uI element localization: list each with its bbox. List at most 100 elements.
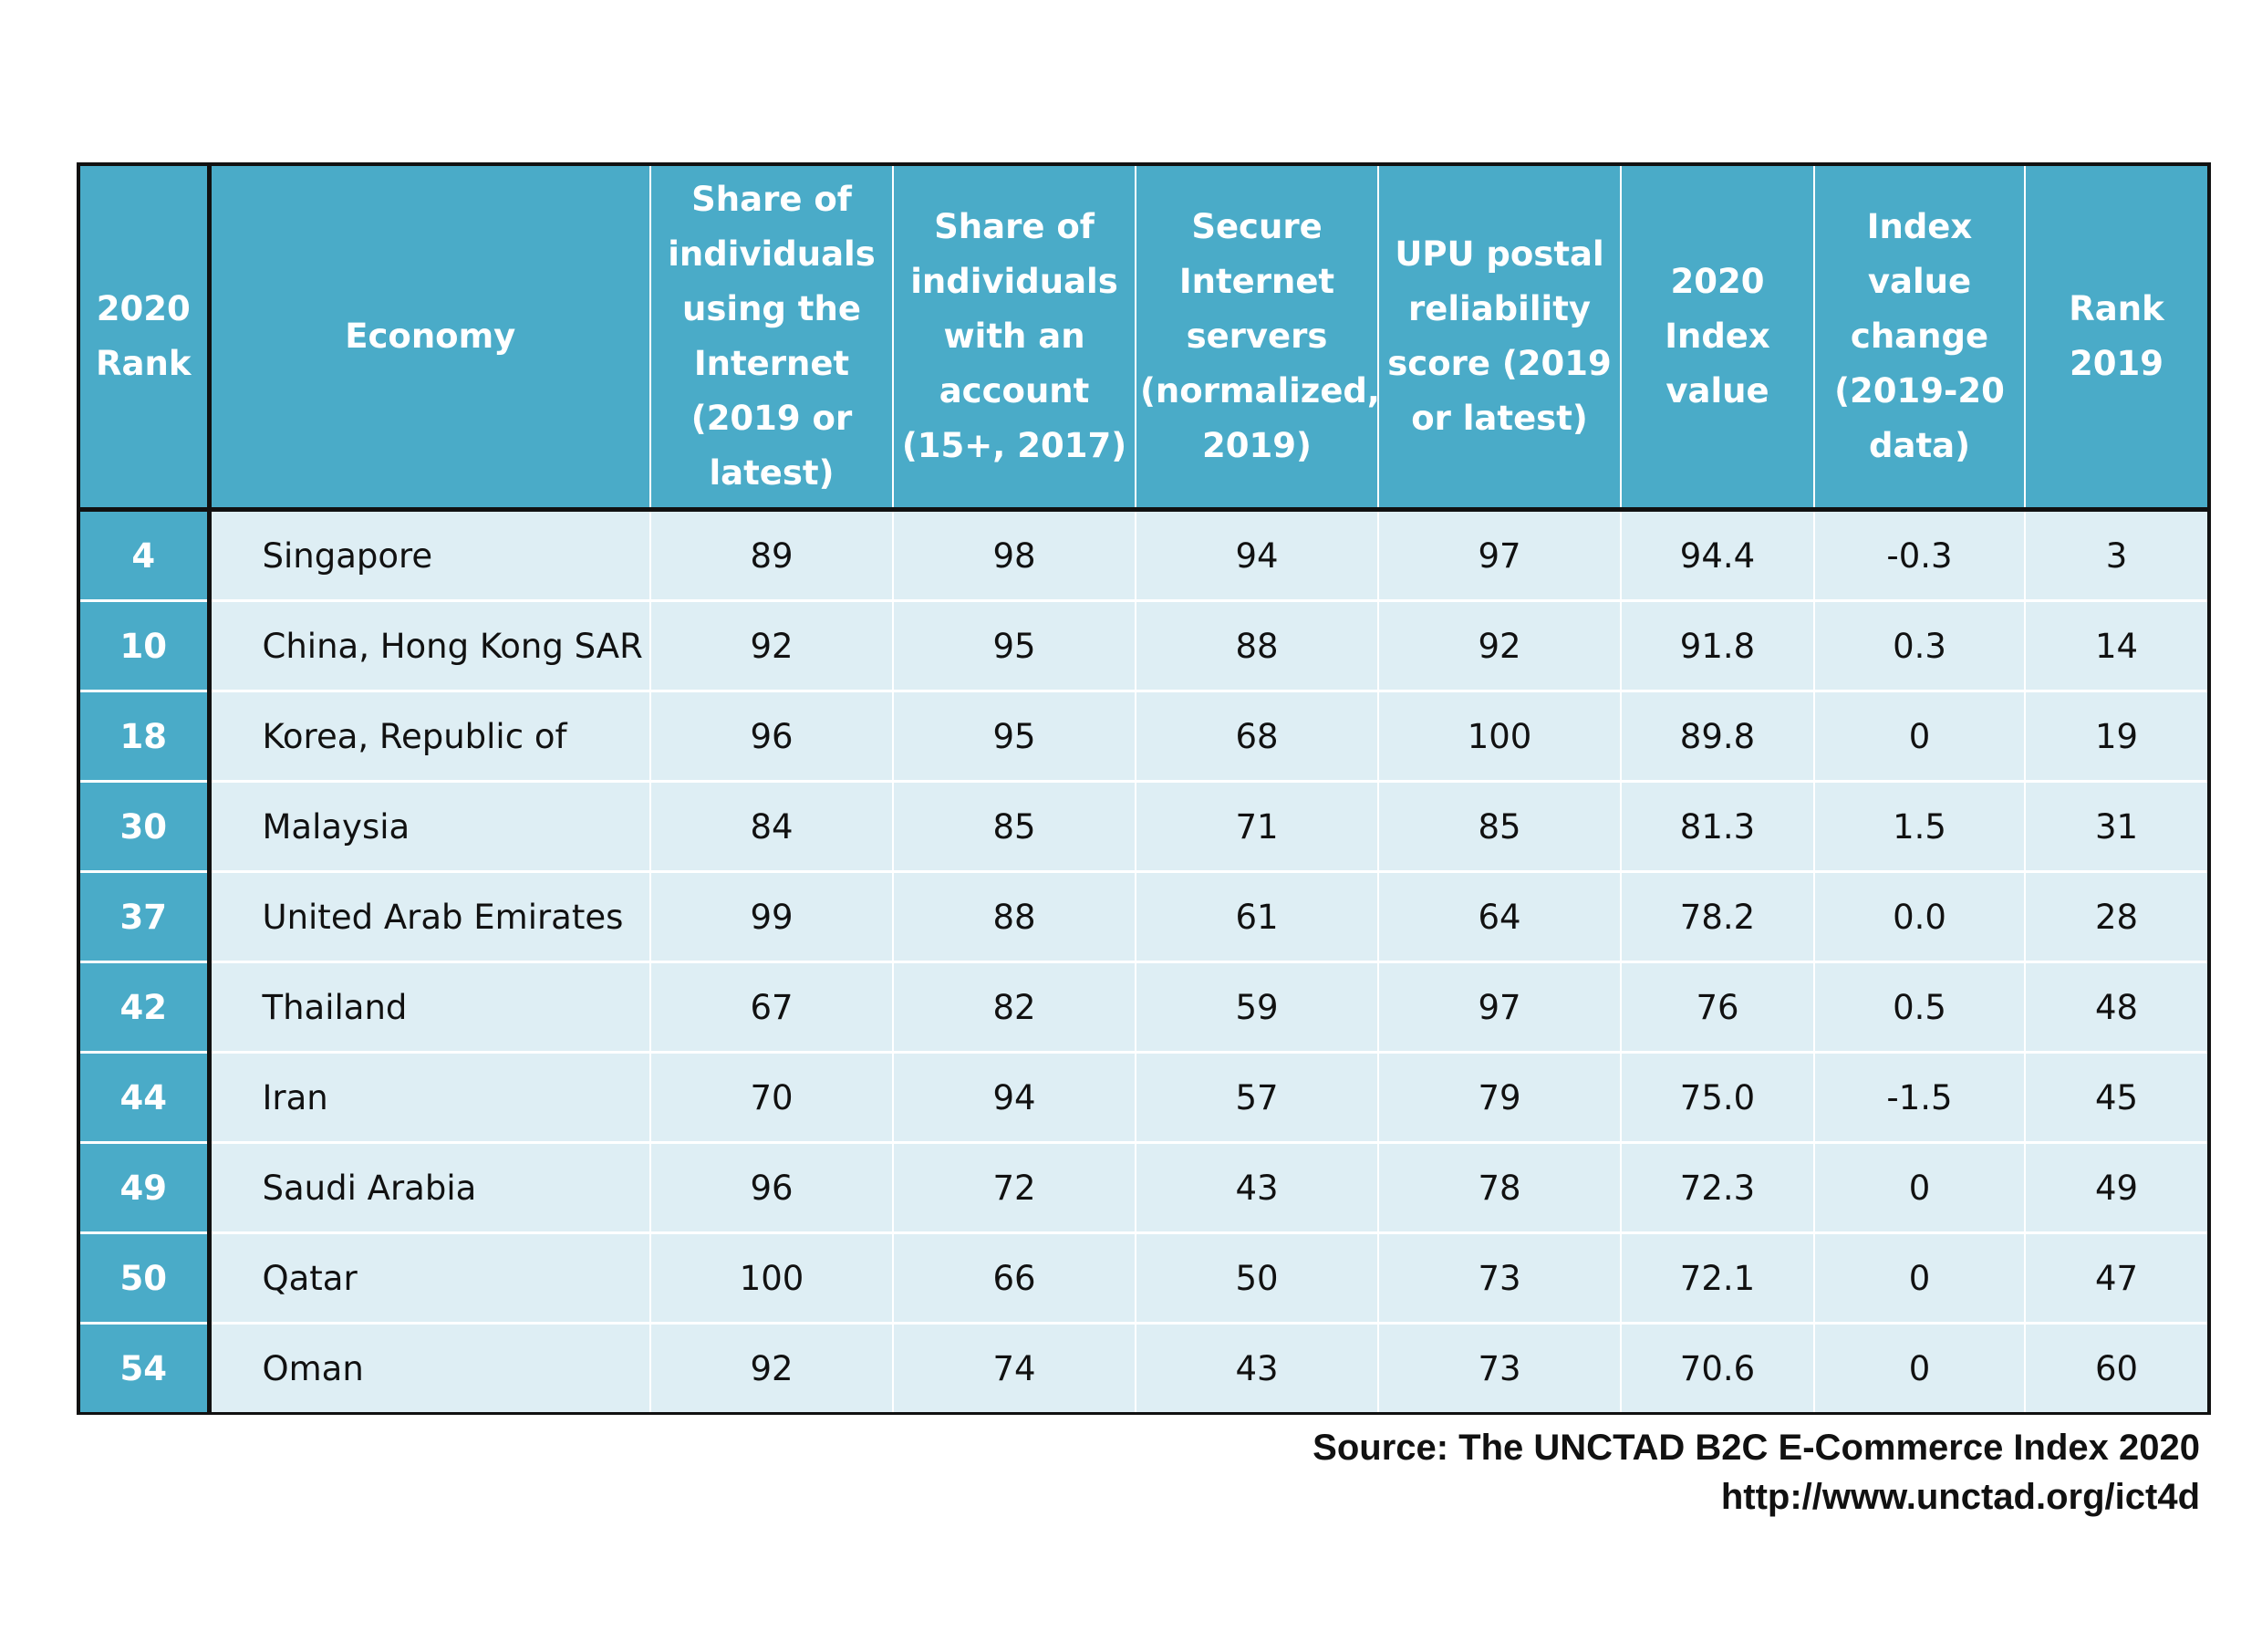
upu-postal-cell: 92 — [1378, 600, 1622, 692]
rank-2020-cell: 54 — [80, 1323, 212, 1412]
index-value-cell: 89.8 — [1621, 691, 1815, 783]
header-economy: Economy — [209, 166, 651, 510]
internet-share-cell: 70 — [650, 1052, 894, 1144]
secure-servers-cell: 50 — [1136, 1232, 1379, 1325]
rank-2019-cell: 19 — [2025, 691, 2207, 783]
economy-cell: Singapore — [209, 509, 651, 602]
economy-cell: United Arab Emirates — [209, 871, 651, 963]
internet-share-cell: 89 — [650, 509, 894, 602]
secure-servers-cell: 61 — [1136, 871, 1379, 963]
rank-2019-cell: 60 — [2025, 1323, 2207, 1412]
internet-share-cell: 100 — [650, 1232, 894, 1325]
account-share-cell: 98 — [893, 509, 1136, 602]
rank-2019-cell: 49 — [2025, 1142, 2207, 1234]
economy-cell: Korea, Republic of — [209, 691, 651, 783]
rank-2020-cell: 37 — [80, 871, 212, 963]
index-value-cell: 78.2 — [1621, 871, 1815, 963]
index-value-cell: 70.6 — [1621, 1323, 1815, 1412]
economy-cell: China, Hong Kong SAR — [209, 600, 651, 692]
upu-postal-cell: 73 — [1378, 1232, 1622, 1325]
index-table: 2020 Rank Economy Share of individuals usi… — [80, 166, 2207, 1412]
index-value-cell: 81.3 — [1621, 781, 1815, 873]
header-upu-postal: UPU postal reliability score (2019 or la… — [1378, 166, 1622, 510]
index-change-cell: 0.0 — [1814, 871, 2026, 963]
rank-2019-cell: 28 — [2025, 871, 2207, 963]
header-account-share: Share of individuals with an account (15… — [893, 166, 1136, 510]
account-share-cell: 95 — [893, 600, 1136, 692]
account-share-cell: 74 — [893, 1323, 1136, 1412]
upu-postal-cell: 73 — [1378, 1323, 1622, 1412]
account-share-cell: 85 — [893, 781, 1136, 873]
rank-2019-cell: 3 — [2025, 509, 2207, 602]
rank-2020-cell: 50 — [80, 1232, 212, 1325]
rank-2019-cell: 31 — [2025, 781, 2207, 873]
rank-2020-cell: 30 — [80, 781, 212, 873]
index-change-cell: 0.5 — [1814, 961, 2026, 1054]
index-change-cell: 0 — [1814, 691, 2026, 783]
rank-2020-cell: 44 — [80, 1052, 212, 1144]
index-change-cell: 1.5 — [1814, 781, 2026, 873]
header-secure-servers: Secure Internet servers (normalized, 201… — [1136, 166, 1380, 510]
secure-servers-cell: 43 — [1136, 1142, 1379, 1234]
internet-share-cell: 67 — [650, 961, 894, 1054]
upu-postal-cell: 64 — [1378, 871, 1622, 963]
economy-cell: Saudi Arabia — [209, 1142, 651, 1234]
secure-servers-cell: 43 — [1136, 1323, 1379, 1412]
economy-cell: Thailand — [209, 961, 651, 1054]
secure-servers-cell: 94 — [1136, 509, 1379, 602]
index-change-cell: -0.3 — [1814, 509, 2026, 602]
table-row: 50 Qatar 100 66 50 73 72.1 0 47 — [80, 1232, 2207, 1325]
internet-share-cell: 84 — [650, 781, 894, 873]
upu-postal-cell: 97 — [1378, 509, 1622, 602]
header-2020-index-value: 2020 Index value — [1621, 166, 1815, 510]
rank-2019-cell: 47 — [2025, 1232, 2207, 1325]
source-url: http://www.unctad.org/ict4d — [1720, 1477, 2200, 1517]
account-share-cell: 94 — [893, 1052, 1136, 1144]
account-share-cell: 66 — [893, 1232, 1136, 1325]
secure-servers-cell: 57 — [1136, 1052, 1379, 1144]
table-body: 4 Singapore 89 98 94 97 94.4 -0.3 3 10 China, Hong… — [80, 509, 2207, 1412]
source-citation: Source: The UNCTAD B2C E-Commerce Index … — [1313, 1428, 2200, 1468]
header-internet-share: Share of individuals using the Internet … — [650, 166, 894, 510]
header-index-change: Index value change (2019-20 data) — [1814, 166, 2026, 510]
upu-postal-cell: 100 — [1378, 691, 1622, 783]
upu-postal-cell: 97 — [1378, 961, 1622, 1054]
rank-2020-cell: 49 — [80, 1142, 212, 1234]
rank-2020-cell: 42 — [80, 961, 212, 1054]
index-value-cell: 75.0 — [1621, 1052, 1815, 1144]
rank-2020-cell: 10 — [80, 600, 212, 692]
rank-2019-cell: 14 — [2025, 600, 2207, 692]
table-row: 4 Singapore 89 98 94 97 94.4 -0.3 3 — [80, 509, 2207, 602]
internet-share-cell: 96 — [650, 691, 894, 783]
secure-servers-cell: 59 — [1136, 961, 1379, 1054]
upu-postal-cell: 85 — [1378, 781, 1622, 873]
upu-postal-cell: 78 — [1378, 1142, 1622, 1234]
rank-2019-cell: 45 — [2025, 1052, 2207, 1144]
economy-cell: Malaysia — [209, 781, 651, 873]
account-share-cell: 82 — [893, 961, 1136, 1054]
table-row: 10 China, Hong Kong SAR 92 95 88 92 91.8 0.3 14 — [80, 600, 2207, 692]
index-value-cell: 72.3 — [1621, 1142, 1815, 1234]
table-header-row: 2020 Rank Economy Share of individuals usi… — [80, 166, 2207, 510]
index-value-cell: 72.1 — [1621, 1232, 1815, 1325]
internet-share-cell: 96 — [650, 1142, 894, 1234]
index-value-cell: 94.4 — [1621, 509, 1815, 602]
index-change-cell: 0 — [1814, 1142, 2026, 1234]
index-value-cell: 76 — [1621, 961, 1815, 1054]
secure-servers-cell: 71 — [1136, 781, 1379, 873]
header-2020-rank: 2020 Rank — [80, 166, 212, 510]
economy-cell: Oman — [209, 1323, 651, 1412]
rank-2020-cell: 18 — [80, 691, 212, 783]
index-value-cell: 91.8 — [1621, 600, 1815, 692]
table-row: 18 Korea, Republic of 96 95 68 100 89.8 0 19 — [80, 691, 2207, 783]
header-rank-2019: Rank 2019 — [2025, 166, 2207, 510]
index-change-cell: 0 — [1814, 1323, 2026, 1412]
account-share-cell: 72 — [893, 1142, 1136, 1234]
source-note: Source: The UNCTAD B2C E-Commerce Index … — [1313, 1423, 2200, 1522]
table-row: 44 Iran 70 94 57 79 75.0 -1.5 45 — [80, 1052, 2207, 1144]
secure-servers-cell: 88 — [1136, 600, 1379, 692]
upu-postal-cell: 79 — [1378, 1052, 1622, 1144]
table-row: 30 Malaysia 84 85 71 85 81.3 1.5 31 — [80, 781, 2207, 873]
economy-cell: Qatar — [209, 1232, 651, 1325]
account-share-cell: 95 — [893, 691, 1136, 783]
